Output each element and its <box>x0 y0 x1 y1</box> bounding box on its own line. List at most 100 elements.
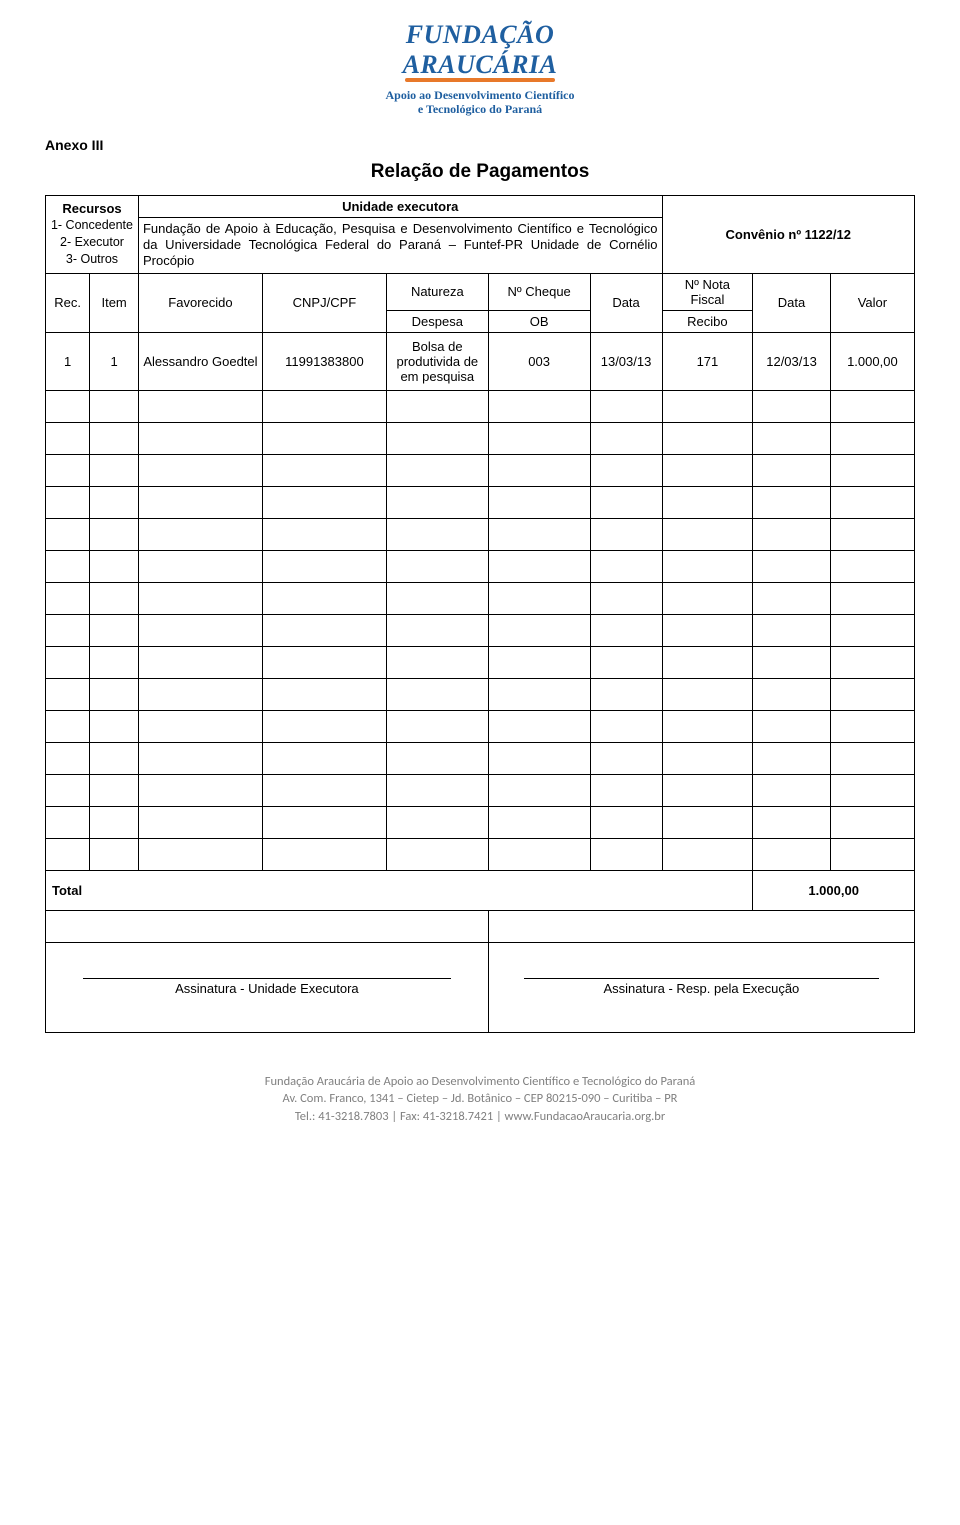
empty-cell <box>90 806 139 838</box>
empty-row <box>46 390 915 422</box>
total-row: Total 1.000,00 <box>46 870 915 910</box>
empty-cell <box>90 678 139 710</box>
recursos-body: 1- Concedente2- Executor3- Outros <box>51 218 133 265</box>
footer-line3: Tel.: 41-3218.7803 | Fax: 41-3218.7421 |… <box>295 1109 665 1124</box>
logo-line2: ARAUCÁRIA <box>403 50 558 79</box>
empty-cell <box>90 710 139 742</box>
empty-cell <box>753 806 830 838</box>
empty-cell <box>753 454 830 486</box>
col-cheque2: OB <box>488 310 590 332</box>
empty-cell <box>262 390 386 422</box>
empty-cell <box>590 422 662 454</box>
empty-row <box>46 710 915 742</box>
logo-tagline2: e Tecnológico do Paraná <box>418 102 542 116</box>
empty-cell <box>90 422 139 454</box>
empty-cell <box>753 390 830 422</box>
cell-favorecido: Alessandro Goedtel <box>138 332 262 390</box>
empty-cell <box>662 838 753 870</box>
empty-cell <box>46 646 90 678</box>
unidade-header: Unidade executora <box>138 195 662 217</box>
col-item: Item <box>90 273 139 332</box>
empty-cell <box>753 614 830 646</box>
empty-cell <box>138 806 262 838</box>
empty-cell <box>262 646 386 678</box>
empty-rows <box>46 390 915 870</box>
empty-cell <box>138 614 262 646</box>
cell-valor: 1.000,00 <box>830 332 914 390</box>
empty-cell <box>753 710 830 742</box>
empty-cell <box>753 838 830 870</box>
empty-cell <box>590 838 662 870</box>
empty-cell <box>830 646 914 678</box>
empty-cell <box>138 742 262 774</box>
empty-cell <box>46 710 90 742</box>
empty-cell <box>386 582 488 614</box>
empty-cell <box>46 422 90 454</box>
empty-cell <box>662 518 753 550</box>
empty-cell <box>262 806 386 838</box>
empty-row <box>46 774 915 806</box>
table-row: 11Alessandro Goedtel11991383800Bolsa de … <box>46 332 915 390</box>
empty-cell <box>386 646 488 678</box>
empty-cell <box>90 550 139 582</box>
cell-data1: 13/03/13 <box>590 332 662 390</box>
empty-cell <box>386 486 488 518</box>
spacer-right <box>488 910 914 942</box>
empty-cell <box>590 774 662 806</box>
empty-cell <box>488 646 590 678</box>
empty-cell <box>46 742 90 774</box>
empty-cell <box>138 838 262 870</box>
empty-cell <box>90 646 139 678</box>
empty-row <box>46 742 915 774</box>
empty-cell <box>488 582 590 614</box>
empty-cell <box>46 614 90 646</box>
empty-cell <box>90 774 139 806</box>
empty-cell <box>90 518 139 550</box>
empty-cell <box>830 614 914 646</box>
empty-cell <box>662 774 753 806</box>
empty-cell <box>488 742 590 774</box>
empty-cell <box>830 486 914 518</box>
empty-cell <box>488 774 590 806</box>
empty-cell <box>138 678 262 710</box>
empty-cell <box>138 390 262 422</box>
empty-cell <box>753 582 830 614</box>
cell-natureza: Bolsa de produtivida de em pesquisa <box>386 332 488 390</box>
spacer-left <box>46 910 489 942</box>
empty-cell <box>138 486 262 518</box>
empty-row <box>46 454 915 486</box>
empty-cell <box>386 774 488 806</box>
col-favorecido: Favorecido <box>138 273 262 332</box>
empty-cell <box>590 710 662 742</box>
empty-cell <box>386 806 488 838</box>
empty-row <box>46 582 915 614</box>
empty-cell <box>386 838 488 870</box>
empty-cell <box>662 614 753 646</box>
empty-cell <box>488 390 590 422</box>
empty-cell <box>753 678 830 710</box>
empty-cell <box>590 614 662 646</box>
empty-cell <box>138 422 262 454</box>
empty-cell <box>488 454 590 486</box>
empty-cell <box>662 486 753 518</box>
empty-cell <box>262 550 386 582</box>
col-natureza2: Despesa <box>386 310 488 332</box>
empty-cell <box>662 710 753 742</box>
footer-line1: Fundação Araucária de Apoio ao Desenvolv… <box>265 1074 696 1089</box>
empty-cell <box>386 742 488 774</box>
cell-nota: 171 <box>662 332 753 390</box>
col-data2: Data <box>753 273 830 332</box>
empty-cell <box>90 390 139 422</box>
empty-cell <box>662 550 753 582</box>
total-label: Total <box>46 870 753 910</box>
empty-cell <box>262 742 386 774</box>
page-footer: Fundação Araucária de Apoio ao Desenvolv… <box>45 1073 915 1126</box>
sig-line-left <box>83 978 452 979</box>
empty-row <box>46 422 915 454</box>
empty-cell <box>830 806 914 838</box>
col-rec: Rec. <box>46 273 90 332</box>
anexo-label: Anexo III <box>45 137 915 153</box>
empty-cell <box>662 678 753 710</box>
empty-cell <box>90 582 139 614</box>
empty-cell <box>386 454 488 486</box>
